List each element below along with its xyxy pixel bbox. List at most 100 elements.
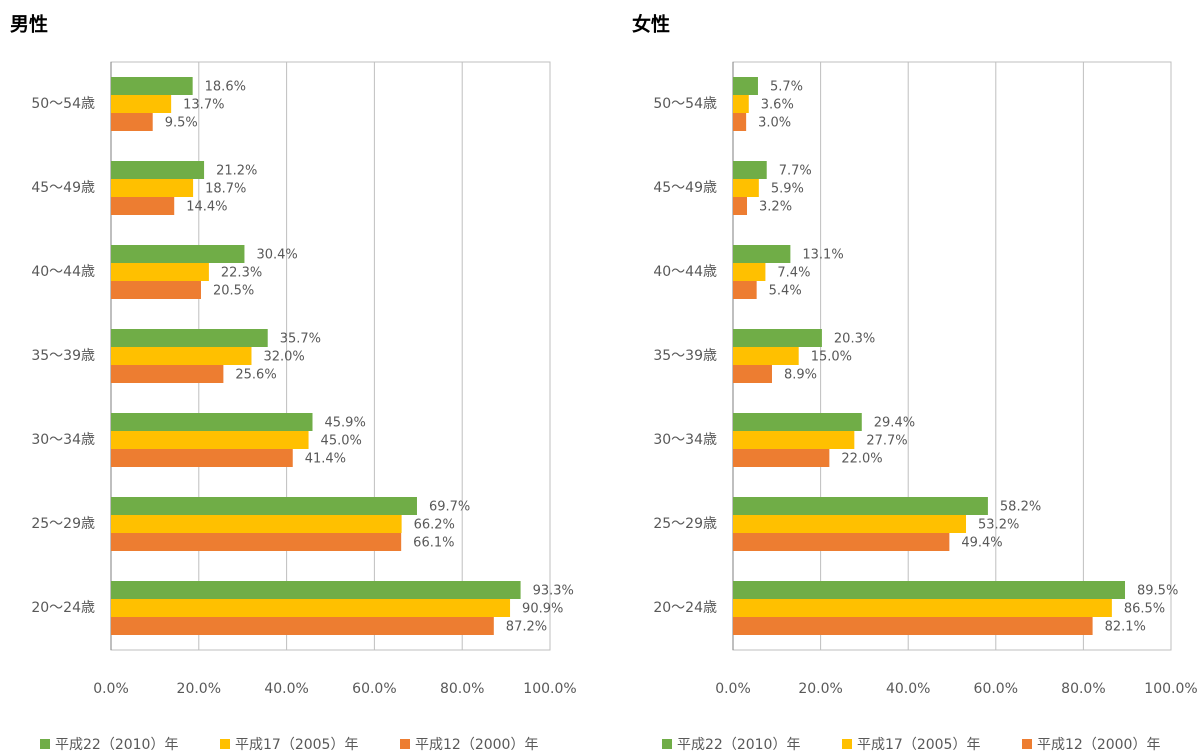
- bar: [111, 197, 175, 215]
- bar: [733, 281, 757, 299]
- legend-label: 平成22（2010）年: [55, 737, 178, 751]
- y-tick-label: 20〜24歳: [31, 600, 95, 616]
- legend-swatch: [40, 739, 50, 749]
- y-tick-label: 40〜44歳: [653, 264, 717, 280]
- value-label: 35.7%: [280, 332, 321, 347]
- legend-swatch: [842, 739, 852, 749]
- bar: [733, 113, 747, 131]
- legend-label: 平成17（2005）年: [235, 737, 358, 751]
- value-label: 30.4%: [256, 248, 297, 263]
- x-tick-label: 0.0%: [93, 681, 129, 697]
- y-tick-label: 40〜44歳: [31, 264, 95, 280]
- legend-label: 平成12（2000）年: [1037, 737, 1160, 751]
- bar: [111, 95, 172, 113]
- value-label: 22.0%: [841, 452, 882, 467]
- value-label: 14.4%: [186, 200, 227, 215]
- bar: [733, 413, 862, 431]
- bar: [733, 533, 950, 551]
- value-label: 18.7%: [205, 182, 246, 197]
- legend-swatch: [1022, 739, 1032, 749]
- y-tick-label: 30〜34歳: [653, 432, 717, 448]
- bar: [111, 431, 309, 449]
- value-label: 22.3%: [221, 266, 262, 281]
- value-label: 20.3%: [834, 332, 875, 347]
- chart-title: 男性: [10, 13, 48, 36]
- bar: [111, 533, 402, 551]
- bar: [733, 497, 988, 515]
- value-label: 86.5%: [1124, 602, 1165, 617]
- bar: [111, 263, 209, 281]
- bar: [733, 245, 791, 263]
- value-label: 5.7%: [770, 80, 803, 95]
- value-label: 49.4%: [961, 536, 1002, 551]
- x-tick-label: 40.0%: [264, 681, 308, 697]
- value-label: 69.7%: [429, 500, 470, 515]
- bar: [111, 329, 268, 347]
- value-label: 5.4%: [769, 284, 802, 299]
- x-tick-label: 80.0%: [1061, 681, 1105, 697]
- bar: [733, 179, 759, 197]
- bar: [111, 617, 494, 635]
- bar: [733, 431, 855, 449]
- bar: [111, 77, 193, 95]
- chart-title: 女性: [632, 13, 670, 36]
- y-tick-label: 45〜49歳: [31, 180, 95, 196]
- value-label: 41.4%: [305, 452, 346, 467]
- value-label: 45.0%: [321, 434, 362, 449]
- value-label: 32.0%: [263, 350, 304, 365]
- y-tick-label: 25〜29歳: [31, 516, 95, 532]
- value-label: 89.5%: [1137, 584, 1178, 599]
- value-label: 3.6%: [761, 98, 794, 113]
- value-label: 13.7%: [183, 98, 224, 113]
- value-label: 82.1%: [1105, 620, 1146, 635]
- x-tick-label: 60.0%: [974, 681, 1018, 697]
- y-tick-label: 35〜39歳: [653, 348, 717, 364]
- x-tick-label: 100.0%: [523, 681, 576, 697]
- bar: [733, 515, 967, 533]
- bar: [733, 347, 799, 365]
- bar: [111, 599, 511, 617]
- bar: [733, 161, 767, 179]
- value-label: 21.2%: [216, 164, 257, 179]
- value-label: 87.2%: [506, 620, 547, 635]
- bar: [111, 515, 402, 533]
- value-label: 29.4%: [874, 416, 915, 431]
- value-label: 18.6%: [205, 80, 246, 95]
- value-label: 27.7%: [866, 434, 907, 449]
- bar: [733, 263, 766, 281]
- bar: [111, 281, 201, 299]
- bar: [111, 161, 205, 179]
- bar: [111, 365, 224, 383]
- y-tick-label: 50〜54歳: [31, 96, 95, 112]
- legend-swatch: [220, 739, 230, 749]
- value-label: 8.9%: [784, 368, 817, 383]
- bar: [733, 449, 830, 467]
- legend-label: 平成17（2005）年: [857, 737, 980, 751]
- bar: [733, 617, 1093, 635]
- y-tick-label: 30〜34歳: [31, 432, 95, 448]
- value-label: 25.6%: [235, 368, 276, 383]
- value-label: 5.9%: [771, 182, 804, 197]
- bar: [733, 77, 758, 95]
- x-tick-label: 0.0%: [715, 681, 751, 697]
- x-tick-label: 100.0%: [1144, 681, 1197, 697]
- x-tick-label: 60.0%: [352, 681, 396, 697]
- value-label: 13.1%: [802, 248, 843, 263]
- bar: [733, 197, 748, 215]
- value-label: 45.9%: [325, 416, 366, 431]
- bar: [111, 179, 194, 197]
- bar: [111, 449, 293, 467]
- bar: [733, 365, 772, 383]
- value-label: 90.9%: [522, 602, 563, 617]
- value-label: 3.2%: [759, 200, 792, 215]
- value-label: 66.1%: [413, 536, 454, 551]
- bar: [111, 113, 153, 131]
- legend-label: 平成22（2010）年: [677, 737, 800, 751]
- bar: [111, 245, 245, 263]
- y-tick-label: 20〜24歳: [653, 600, 717, 616]
- bar: [733, 599, 1112, 617]
- value-label: 7.7%: [779, 164, 812, 179]
- y-tick-label: 25〜29歳: [653, 516, 717, 532]
- bar: [111, 347, 252, 365]
